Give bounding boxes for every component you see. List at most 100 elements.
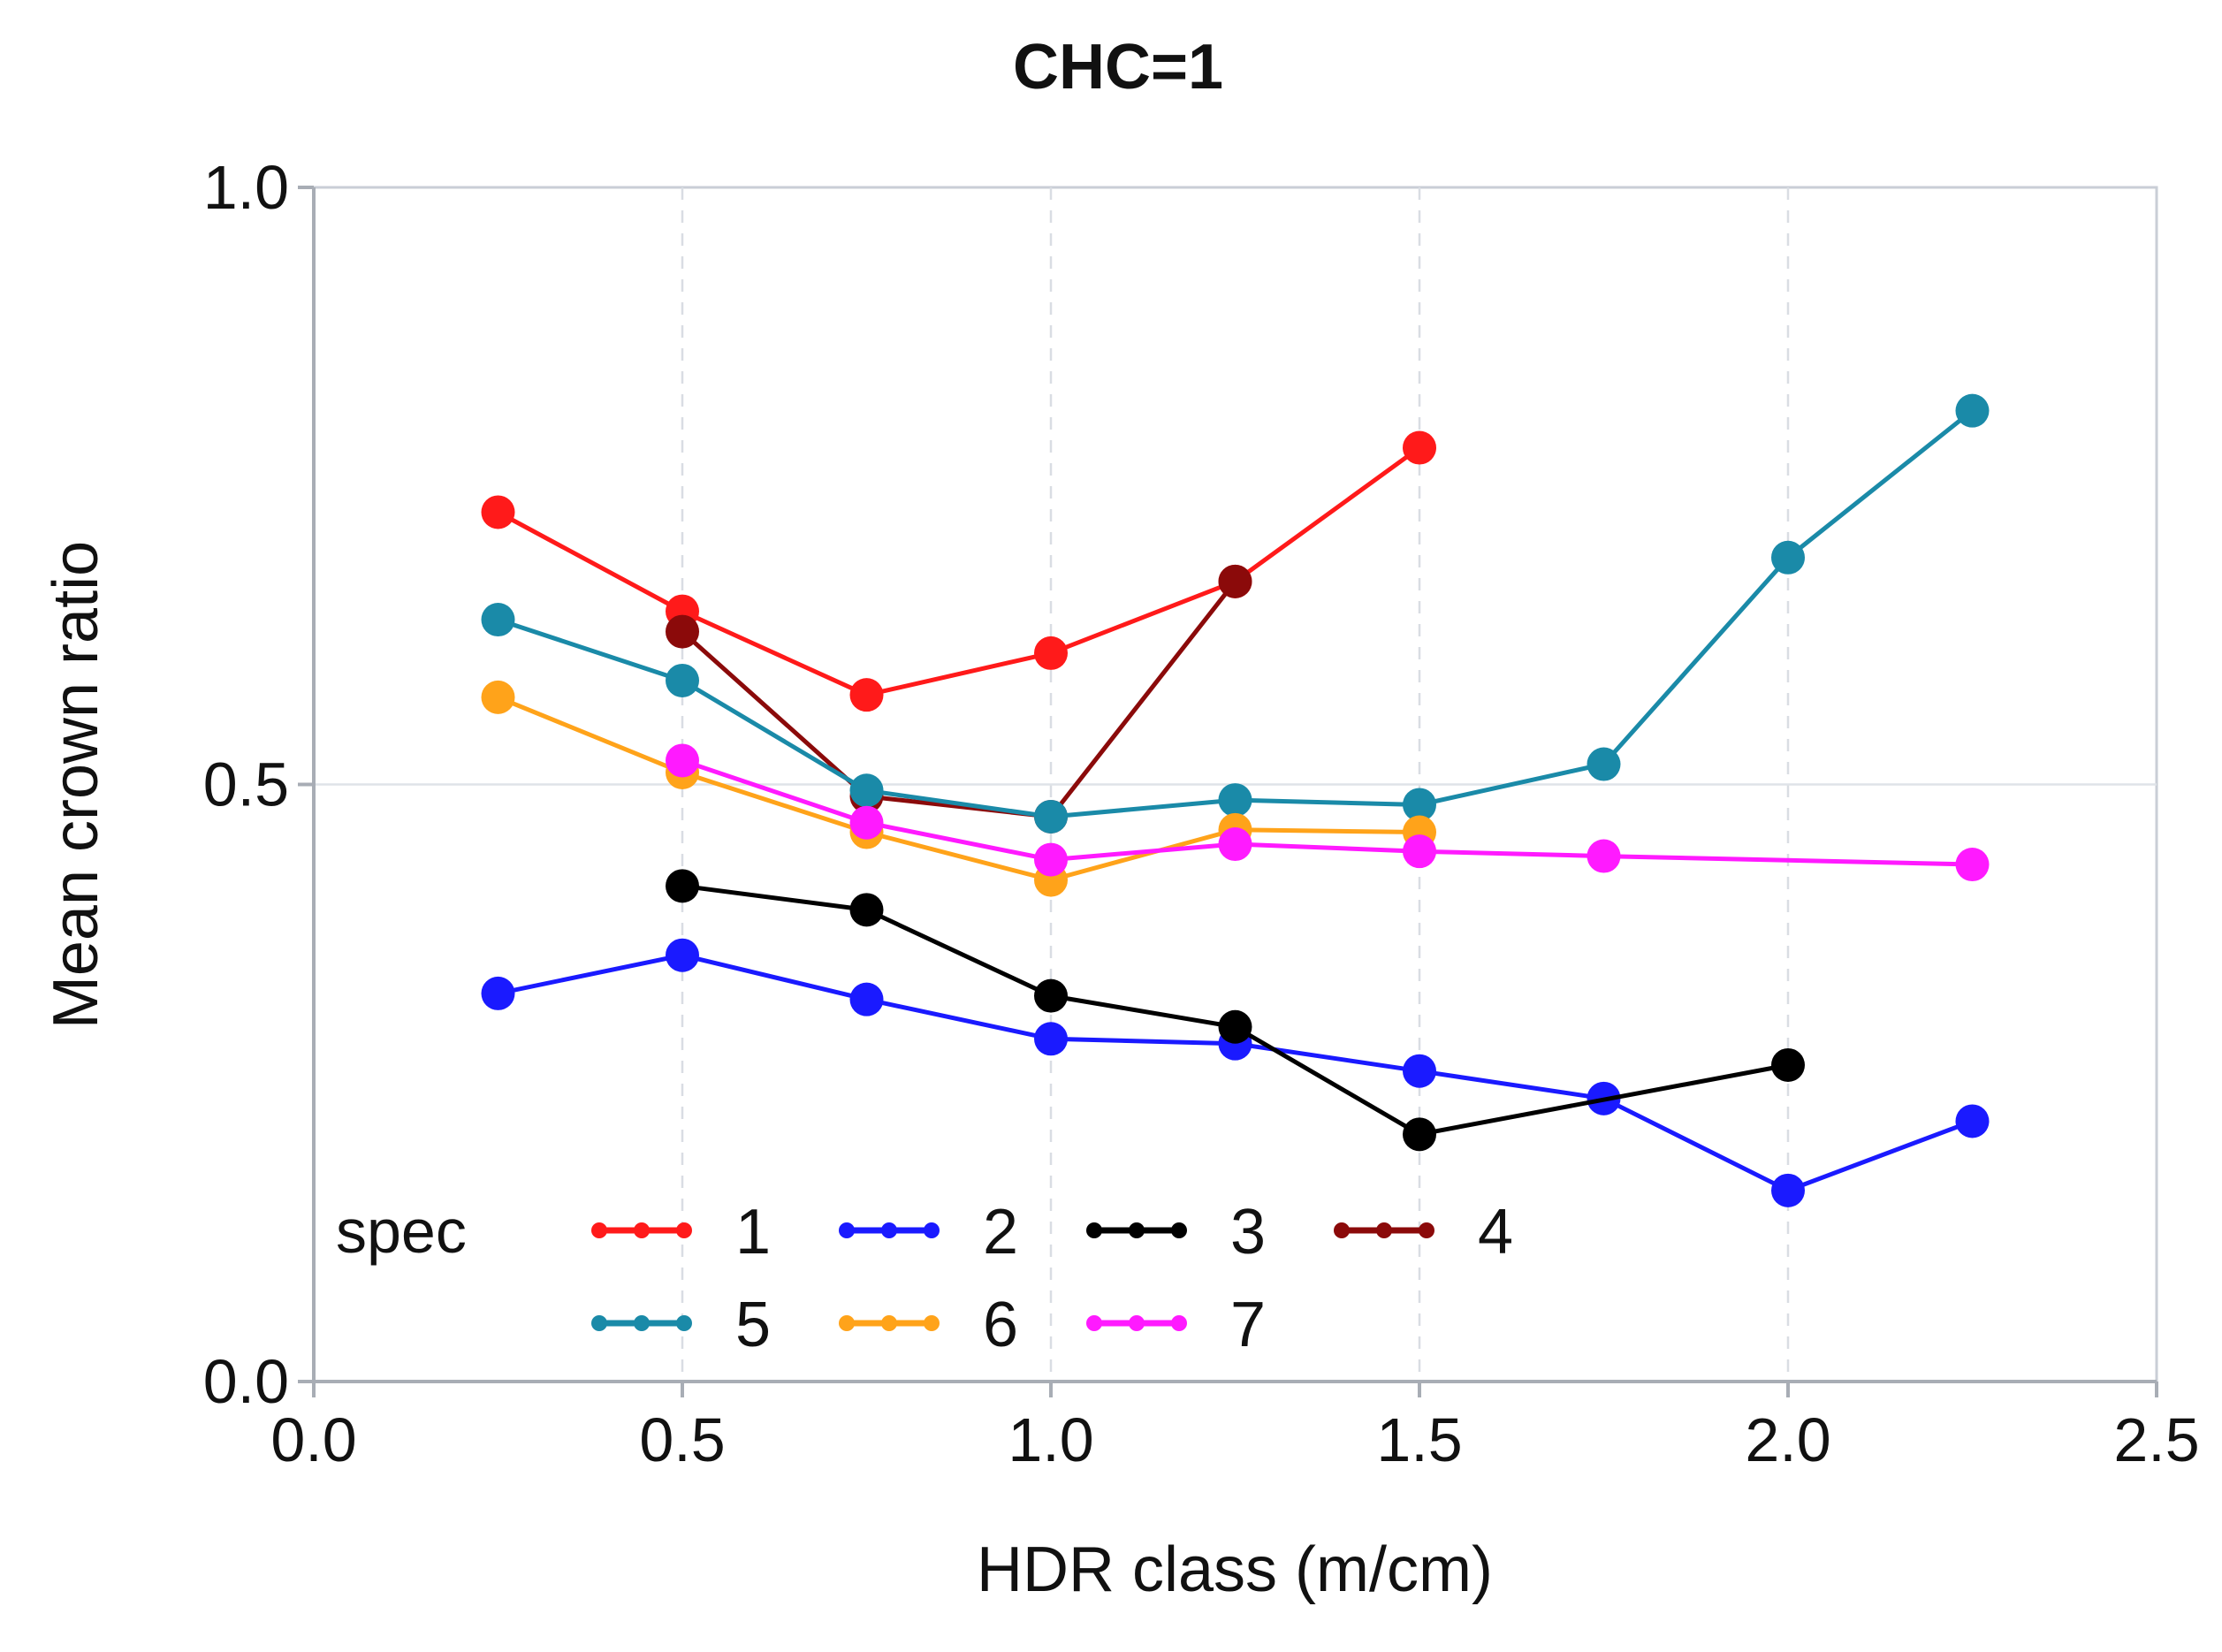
legend-label-5: 5 bbox=[735, 1290, 771, 1360]
series-2-point-3 bbox=[1034, 1022, 1068, 1056]
legend-item-3: 3 bbox=[1086, 1197, 1266, 1268]
x-tick-label-2: 1.0 bbox=[1008, 1405, 1093, 1474]
x-tick-label-1: 0.5 bbox=[639, 1405, 725, 1474]
series-4-line bbox=[681, 580, 1237, 819]
legend-label-6: 6 bbox=[983, 1290, 1018, 1360]
legend-swatch-dot-7-1 bbox=[1129, 1315, 1145, 1331]
legend-swatch-dot-5-1 bbox=[634, 1315, 650, 1331]
legend-title: spec bbox=[336, 1197, 467, 1266]
series-1-line bbox=[497, 445, 1421, 697]
legend-swatch-dot-6-0 bbox=[839, 1315, 855, 1331]
x-tick-label-4: 2.0 bbox=[1745, 1405, 1830, 1474]
x-tick-label-5: 2.5 bbox=[2113, 1405, 2199, 1474]
series-2-point-8 bbox=[1955, 1104, 1990, 1138]
legend-swatch-dot-4-0 bbox=[1334, 1222, 1350, 1238]
legend-item-7: 7 bbox=[1086, 1290, 1266, 1360]
series-6-point-0 bbox=[481, 680, 515, 714]
legend-swatch-dot-5-2 bbox=[676, 1315, 692, 1331]
series-1-point-3 bbox=[1034, 636, 1068, 670]
series-7-point-0 bbox=[666, 743, 699, 778]
label-layer: CHC=1 HDR class (m/cm) Mean crown ratio bbox=[41, 32, 1493, 1605]
series-5-point-6 bbox=[1587, 747, 1621, 781]
series-1-point-2 bbox=[849, 678, 884, 712]
series-6 bbox=[481, 680, 1436, 897]
legend-label-7: 7 bbox=[1230, 1290, 1266, 1360]
legend-swatch-dot-1-2 bbox=[676, 1222, 692, 1238]
series-5-point-3 bbox=[1034, 799, 1068, 834]
x-axis-label: HDR class (m/cm) bbox=[977, 1534, 1493, 1605]
series-7-point-5 bbox=[1587, 839, 1621, 873]
legend-swatch-dot-5-0 bbox=[591, 1315, 607, 1331]
legend-swatch-dot-2-0 bbox=[839, 1222, 855, 1238]
y-tick-label-2: 1.0 bbox=[203, 153, 289, 222]
series-7-point-6 bbox=[1955, 848, 1990, 882]
series-2 bbox=[481, 938, 1990, 1207]
legend-swatch-dot-4-2 bbox=[1419, 1222, 1434, 1238]
legend-label-1: 1 bbox=[735, 1197, 771, 1268]
legend-swatch-dot-6-2 bbox=[924, 1315, 940, 1331]
series-2-point-5 bbox=[1403, 1054, 1436, 1088]
series-2-point-1 bbox=[666, 938, 699, 972]
legend-label-4: 4 bbox=[1478, 1197, 1513, 1268]
series-3-point-0 bbox=[666, 869, 699, 903]
series-7-point-4 bbox=[1403, 834, 1436, 869]
series-7-point-2 bbox=[1034, 842, 1068, 877]
legend-swatch-dot-3-2 bbox=[1171, 1222, 1187, 1238]
legend-swatch-dot-2-2 bbox=[924, 1222, 940, 1238]
legend-swatch-dot-7-0 bbox=[1086, 1315, 1102, 1331]
series-3-point-5 bbox=[1771, 1047, 1805, 1082]
series-7 bbox=[666, 743, 1990, 882]
legend-swatch-dot-1-1 bbox=[634, 1222, 650, 1238]
x-tick-label-3: 1.5 bbox=[1376, 1405, 1462, 1474]
series-layer bbox=[481, 393, 1990, 1207]
series-7-point-1 bbox=[849, 805, 884, 840]
series-3-point-2 bbox=[1034, 978, 1068, 1013]
legend-item-2: 2 bbox=[839, 1197, 1018, 1268]
series-1 bbox=[481, 430, 1436, 712]
series-5-point-5 bbox=[1403, 788, 1436, 822]
legend: spec 1 2 3 4 5 6 7 bbox=[336, 1197, 1513, 1360]
y-tick-label-0: 0.0 bbox=[203, 1347, 289, 1416]
legend-swatch-dot-4-1 bbox=[1376, 1222, 1392, 1238]
series-3 bbox=[666, 869, 1805, 1152]
series-5 bbox=[481, 393, 1990, 834]
series-6-line bbox=[497, 695, 1420, 883]
chart-title: CHC=1 bbox=[1013, 32, 1223, 103]
series-5-point-2 bbox=[849, 773, 884, 808]
axis-layer: 0.0 0.5 1.0 1.5 2.0 2.5 0.0 0.5 1.0 bbox=[203, 153, 2200, 1474]
legend-swatch-dot-3-1 bbox=[1129, 1222, 1145, 1238]
legend-swatch-dot-3-0 bbox=[1086, 1222, 1102, 1238]
legend-item-1: 1 bbox=[591, 1197, 771, 1268]
series-1-point-5 bbox=[1403, 430, 1436, 465]
legend-item-4: 4 bbox=[1334, 1197, 1513, 1268]
series-5-point-7 bbox=[1771, 540, 1805, 575]
series-7-point-3 bbox=[1218, 827, 1252, 862]
legend-swatch-dot-7-2 bbox=[1171, 1315, 1187, 1331]
series-4 bbox=[666, 564, 1252, 834]
series-2-point-2 bbox=[849, 982, 884, 1016]
series-2-point-7 bbox=[1771, 1173, 1805, 1207]
legend-swatch-dot-6-1 bbox=[881, 1315, 897, 1331]
series-5-point-4 bbox=[1218, 783, 1252, 818]
series-3-line bbox=[681, 883, 1789, 1137]
legend-swatch-dot-1-0 bbox=[591, 1222, 607, 1238]
x-tick-label-0: 0.0 bbox=[270, 1405, 356, 1474]
series-3-point-3 bbox=[1218, 1009, 1252, 1044]
series-1-point-0 bbox=[481, 495, 515, 529]
series-4-point-3 bbox=[1218, 564, 1252, 598]
legend-label-3: 3 bbox=[1230, 1197, 1266, 1268]
legend-item-6: 6 bbox=[839, 1290, 1018, 1360]
series-5-point-8 bbox=[1955, 393, 1990, 428]
series-5-point-1 bbox=[666, 663, 699, 697]
legend-label-2: 2 bbox=[983, 1197, 1018, 1268]
y-axis-label: Mean crown ratio bbox=[41, 541, 111, 1029]
series-5-line bbox=[497, 408, 1975, 819]
series-3-point-4 bbox=[1403, 1117, 1436, 1152]
series-2-point-0 bbox=[481, 976, 515, 1010]
legend-item-5: 5 bbox=[591, 1290, 771, 1360]
series-3-point-1 bbox=[849, 893, 884, 927]
series-4-point-0 bbox=[666, 614, 699, 649]
series-5-point-0 bbox=[481, 603, 515, 637]
